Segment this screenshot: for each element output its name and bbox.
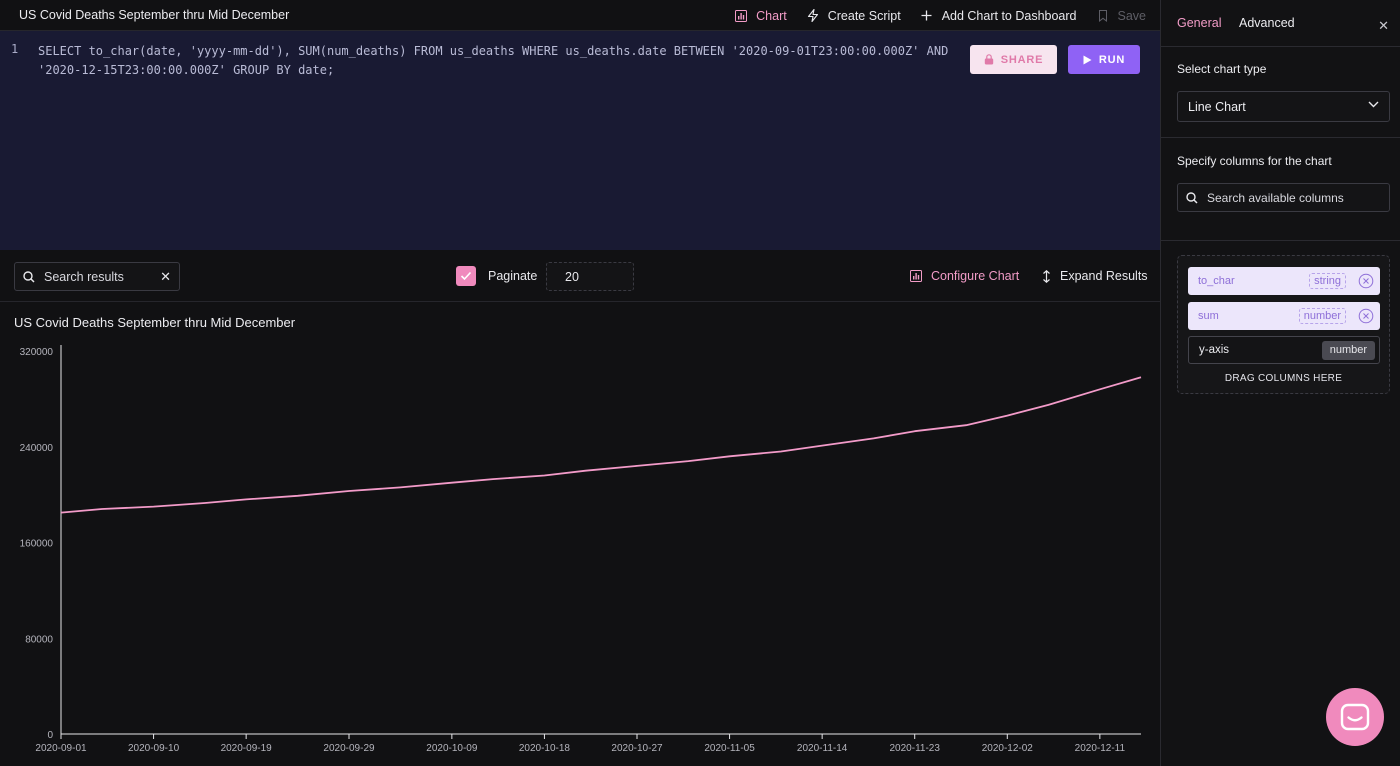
y-tick-label: 160000 xyxy=(20,539,54,550)
y-axis-slot[interactable]: y-axis number xyxy=(1188,336,1380,364)
tab-general[interactable]: General xyxy=(1177,16,1222,30)
close-icon[interactable]: ✕ xyxy=(160,269,171,284)
close-icon[interactable]: ✕ xyxy=(1378,18,1389,33)
divider xyxy=(1161,137,1400,138)
query-header: US Covid Deaths September thru Mid Decem… xyxy=(0,0,1160,31)
panel-tabs: General Advanced ✕ xyxy=(1161,0,1400,47)
sql-editor[interactable]: 1 SELECT to_char(date, 'yyyy-mm-dd'), SU… xyxy=(0,31,1160,250)
chart-button[interactable]: Chart xyxy=(734,9,787,23)
chart-title: US Covid Deaths September thru Mid Decem… xyxy=(14,315,296,330)
x-tick-label: 2020-12-11 xyxy=(1075,743,1126,754)
chart-container: 0 80000 160000 240000 320000 2020-09-01 2020-0… xyxy=(0,302,1160,766)
lightning-icon xyxy=(806,9,820,23)
divider xyxy=(1161,240,1400,241)
x-tick-label: 2020-10-18 xyxy=(519,743,571,754)
tab-advanced[interactable]: Advanced xyxy=(1239,16,1295,30)
column-chip[interactable]: to_char string xyxy=(1188,267,1380,295)
drop-hint: DRAG COLUMNS HERE xyxy=(1224,373,1343,384)
results-toolbar: ✕ xyxy=(0,250,1160,302)
run-label: RUN xyxy=(1098,53,1126,66)
column-type: number xyxy=(1298,308,1346,324)
chart-type-label: Select chart type xyxy=(1177,62,1267,76)
chart-button-label: Chart xyxy=(756,8,787,23)
add-chart-to-dashboard-button[interactable]: Add Chart to Dashboard xyxy=(920,9,1077,23)
x-tick-label: 2020-11-14 xyxy=(797,743,848,754)
x-tick-label: 2020-09-19 xyxy=(221,743,273,754)
y-tick-label: 320000 xyxy=(20,347,54,358)
x-tick-label: 2020-09-01 xyxy=(35,743,87,754)
remove-circle-icon[interactable] xyxy=(1358,308,1374,324)
bar-chart-icon xyxy=(734,9,748,23)
x-tick-label: 2020-11-05 xyxy=(704,743,755,754)
add-chart-label: Add Chart to Dashboard xyxy=(941,8,1077,23)
x-tick-label: 2020-11-23 xyxy=(890,743,941,754)
share-button[interactable]: SHARE xyxy=(970,45,1057,74)
expand-results-button[interactable]: Expand Results xyxy=(1042,269,1148,283)
search-icon xyxy=(23,270,35,283)
bar-chart-icon xyxy=(910,270,922,282)
configure-chart-label: Configure Chart xyxy=(931,269,1020,283)
column-name: sum xyxy=(1198,310,1219,322)
y-tick-label: 80000 xyxy=(25,634,53,645)
column-drop-zone[interactable]: to_char string sum number y-axis number … xyxy=(1177,255,1390,394)
column-search-input[interactable] xyxy=(1207,190,1387,205)
x-tick-label: 2020-12-02 xyxy=(982,743,1034,754)
paginate-label: Paginate xyxy=(488,269,538,283)
play-icon xyxy=(1083,55,1092,65)
sql-code[interactable]: SELECT to_char(date, 'yyyy-mm-dd'), SUM(… xyxy=(38,44,949,77)
configure-chart-button[interactable]: Configure Chart xyxy=(910,269,1019,283)
bookmark-icon xyxy=(1096,9,1110,23)
column-name: to_char xyxy=(1198,275,1235,287)
x-tick-label: 2020-09-10 xyxy=(128,743,180,754)
y-axis-type-badge: number xyxy=(1321,341,1375,360)
chat-launcher-button[interactable] xyxy=(1326,688,1384,746)
share-label: SHARE xyxy=(1000,53,1044,66)
columns-label: Specify columns for the chart xyxy=(1177,154,1332,168)
line-number: 1 xyxy=(11,42,19,56)
x-tick-label: 2020-10-09 xyxy=(426,743,478,754)
y-tick-label: 240000 xyxy=(20,443,54,454)
remove-circle-icon[interactable] xyxy=(1358,273,1374,289)
page-size-input[interactable] xyxy=(546,262,634,291)
expand-results-label: Expand Results xyxy=(1060,269,1148,283)
column-search-box[interactable] xyxy=(1177,183,1390,212)
header-actions: Chart Create Script Add Chart to Dashboa… xyxy=(715,0,1146,31)
column-chip[interactable]: sum number xyxy=(1188,302,1380,330)
column-type: string xyxy=(1309,273,1346,289)
x-tick-label: 2020-10-27 xyxy=(611,743,663,754)
x-tick-label: 2020-09-29 xyxy=(323,743,375,754)
chat-icon xyxy=(1340,703,1370,731)
y-axis-label: y-axis xyxy=(1199,344,1230,356)
save-label: Save xyxy=(1117,8,1147,23)
chart-type-select[interactable]: Line Chart xyxy=(1177,91,1390,122)
query-title[interactable]: US Covid Deaths September thru Mid Decem… xyxy=(19,8,290,22)
create-script-label: Create Script xyxy=(827,8,901,23)
chevron-down-icon xyxy=(1368,101,1379,108)
plus-icon xyxy=(920,9,934,23)
search-results-input[interactable] xyxy=(44,269,154,284)
save-button[interactable]: Save xyxy=(1096,8,1147,23)
search-icon xyxy=(1186,191,1198,204)
create-script-button[interactable]: Create Script xyxy=(806,9,901,23)
chart-type-value: Line Chart xyxy=(1188,99,1246,114)
query-workspace: US Covid Deaths September thru Mid Decem… xyxy=(0,0,1160,766)
expand-vertical-icon xyxy=(1042,269,1051,283)
line-chart: 0 80000 160000 240000 320000 2020-09-01 2020-0… xyxy=(20,345,1142,754)
chart-config-panel: General Advanced ✕ Select chart type Lin… xyxy=(1160,0,1400,766)
run-button[interactable]: RUN xyxy=(1068,45,1140,74)
y-tick-label: 0 xyxy=(47,730,53,741)
check-icon xyxy=(460,271,472,281)
paginate-checkbox[interactable] xyxy=(456,266,476,286)
lock-icon xyxy=(984,54,994,65)
series-line xyxy=(60,376,1142,514)
search-results-box[interactable]: ✕ xyxy=(14,262,180,291)
